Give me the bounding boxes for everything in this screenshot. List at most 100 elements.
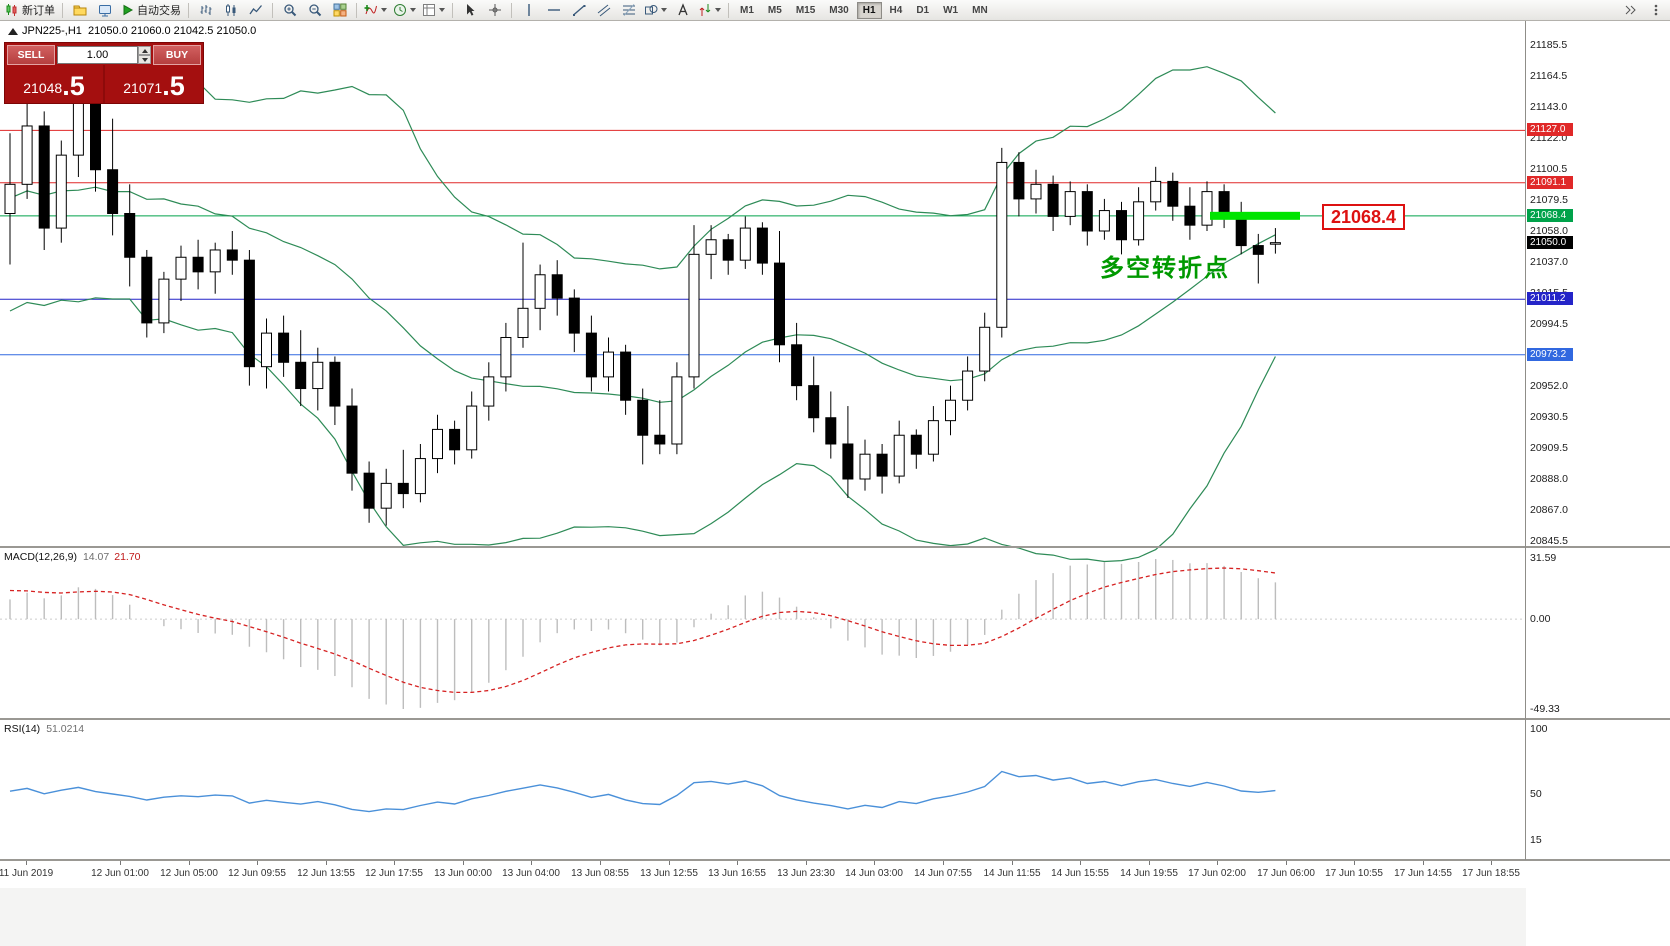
tile-windows-button[interactable]	[328, 1, 351, 19]
bid-price[interactable]: 21048.5	[5, 65, 103, 103]
price-line-label[interactable]: 21050.0	[1527, 235, 1573, 249]
bid-price-pips: .5	[62, 71, 85, 101]
channel-button[interactable]	[592, 1, 615, 19]
rsi-name: RSI(14)	[4, 723, 41, 735]
timeframe-w1-button[interactable]: W1	[943, 4, 959, 16]
highlight-price-label[interactable]: 21068.4	[1322, 204, 1406, 230]
zoom-in-button[interactable]	[278, 1, 301, 19]
bollinger-bands-layer	[9, 66, 1276, 563]
shapes-button[interactable]	[642, 1, 669, 19]
collapse-arrow-icon[interactable]	[8, 28, 18, 35]
time-axis-label: 13 Jun 12:55	[640, 868, 698, 879]
chart-objects-layer[interactable]	[1210, 211, 1300, 220]
rsi-panel-splitter[interactable]	[0, 718, 1670, 720]
toolbar: 新订单 自动交易	[0, 0, 1670, 21]
volume-input[interactable]	[57, 46, 138, 64]
price-line-label[interactable]: 21127.0	[1527, 123, 1573, 137]
timeframe-m30-button[interactable]: M30	[829, 4, 849, 16]
time-axis-label: 14 Jun 07:55	[914, 868, 972, 879]
bar-chart-button[interactable]	[194, 1, 217, 19]
double-chevron-right-icon	[1625, 5, 1636, 15]
time-axis-label: 13 Jun 23:30	[777, 868, 835, 879]
ask-price[interactable]: 21071.5	[105, 65, 203, 103]
cursor-button[interactable]	[458, 1, 481, 19]
time-axis-tick	[189, 861, 190, 865]
time-axis-tick	[806, 861, 807, 865]
price-axis-tick: 20930.5	[1530, 411, 1568, 423]
time-axis-label: 17 Jun 02:00	[1188, 868, 1246, 879]
crosshair-button[interactable]	[483, 1, 506, 19]
time-axis-tick	[463, 861, 464, 865]
chevron-down-icon	[410, 8, 416, 12]
price-axis-tick: 20952.0	[1530, 379, 1568, 392]
price-axis[interactable]: 21185.5 21164.5 21143.0 21122.0 21100.5 21079…	[1526, 0, 1670, 946]
chart-canvas[interactable]	[0, 0, 1525, 946]
price-line-label[interactable]: 21068.4	[1527, 208, 1573, 222]
new-order-icon	[6, 4, 17, 16]
indicators-button[interactable]	[362, 1, 389, 19]
time-axis-label: 17 Jun 10:55	[1325, 868, 1383, 879]
candle-chart-button[interactable]	[219, 1, 242, 19]
trade-panel-divider	[103, 65, 105, 103]
time-axis-label: 12 Jun 01:00	[91, 868, 149, 879]
text-tool-button[interactable]	[671, 1, 694, 19]
time-axis-label: 13 Jun 00:00	[434, 868, 492, 879]
time-axis-tick	[26, 861, 27, 865]
buy-button[interactable]: BUY	[153, 45, 201, 65]
macd-axis-label: 0.00	[1530, 613, 1551, 626]
toolbar-separator	[272, 2, 273, 18]
chevron-down-icon	[715, 8, 721, 12]
line-chart-button[interactable]	[244, 1, 267, 19]
macd-panel-splitter[interactable]	[0, 546, 1670, 548]
price-axis-tick: 21037.0	[1530, 255, 1568, 268]
time-axis-tick	[1286, 861, 1287, 865]
timeframe-d1-button[interactable]: D1	[916, 4, 930, 16]
price-axis-tick: 21058.0	[1530, 225, 1568, 237]
toolbar-overflow-button[interactable]	[1619, 1, 1642, 19]
price-line-label[interactable]: 21091.1	[1527, 175, 1573, 189]
trendline-button[interactable]	[567, 1, 590, 19]
zoom-out-button[interactable]	[303, 1, 326, 19]
price-line-label[interactable]: 20973.2	[1527, 347, 1573, 361]
highlight-bar[interactable]	[1210, 211, 1300, 220]
arrows-icon	[699, 4, 711, 16]
autotrading-button[interactable]: 自动交易	[118, 1, 183, 19]
toolbar-separator	[728, 2, 729, 18]
time-axis-label: 12 Jun 17:55	[365, 868, 423, 879]
timeframe-mn-button[interactable]: MN	[972, 4, 988, 16]
price-line-label[interactable]: 21011.2	[1527, 292, 1573, 306]
chevron-down-icon	[661, 8, 667, 12]
time-axis-label: 14 Jun 03:00	[845, 868, 903, 879]
timeframe-m15-button[interactable]: M15	[795, 4, 816, 16]
spin-up-icon	[141, 48, 148, 53]
rsi-value: 51.0214	[46, 723, 85, 735]
timeframe-h1-button[interactable]: H1	[856, 1, 882, 19]
terminal-button[interactable]	[93, 1, 116, 19]
price-axis-tick: 20867.0	[1530, 503, 1568, 516]
timeframe-m1-button[interactable]: M1	[740, 4, 754, 16]
periods-button[interactable]	[391, 1, 418, 19]
time-axis-label: 17 Jun 06:00	[1257, 868, 1315, 879]
macd-axis-label: -49.33	[1530, 703, 1560, 715]
vertical-line-button[interactable]	[517, 1, 540, 19]
new-order-button[interactable]: 新订单	[3, 1, 57, 19]
horizontal-line-button[interactable]	[542, 1, 565, 19]
time-axis[interactable]: 11 Jun 2019 12 Jun 01:00 12 Jun 05:00 12 Ju…	[0, 861, 1525, 888]
volume-down-button[interactable]	[138, 55, 151, 64]
timeframe-h4-button[interactable]: H4	[889, 4, 903, 16]
toolbar-menu-button[interactable]	[1644, 1, 1667, 19]
trendline-icon	[572, 4, 585, 16]
price-axis-border[interactable]	[1525, 21, 1526, 860]
sell-button[interactable]: SELL	[7, 45, 55, 65]
toolbar-separator	[452, 2, 453, 18]
volume-up-button[interactable]	[138, 46, 151, 55]
profiles-button[interactable]	[68, 1, 91, 19]
templates-button[interactable]	[420, 1, 447, 19]
time-axis-label: 13 Jun 08:55	[571, 868, 629, 879]
arrows-button[interactable]	[696, 1, 723, 19]
turning-point-annotation[interactable]: 多空转折点	[1100, 255, 1230, 282]
timeframe-m5-button[interactable]: M5	[767, 4, 782, 16]
time-axis-tick	[257, 861, 258, 865]
fibonacci-button[interactable]	[617, 1, 640, 19]
new-order-label: 新订单	[22, 5, 55, 17]
